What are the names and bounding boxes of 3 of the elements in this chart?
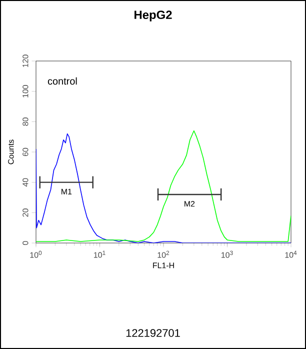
annotation: control xyxy=(48,77,77,85)
text: 122192701 xyxy=(126,329,180,337)
chart-title: HepG2 xyxy=(134,10,172,22)
